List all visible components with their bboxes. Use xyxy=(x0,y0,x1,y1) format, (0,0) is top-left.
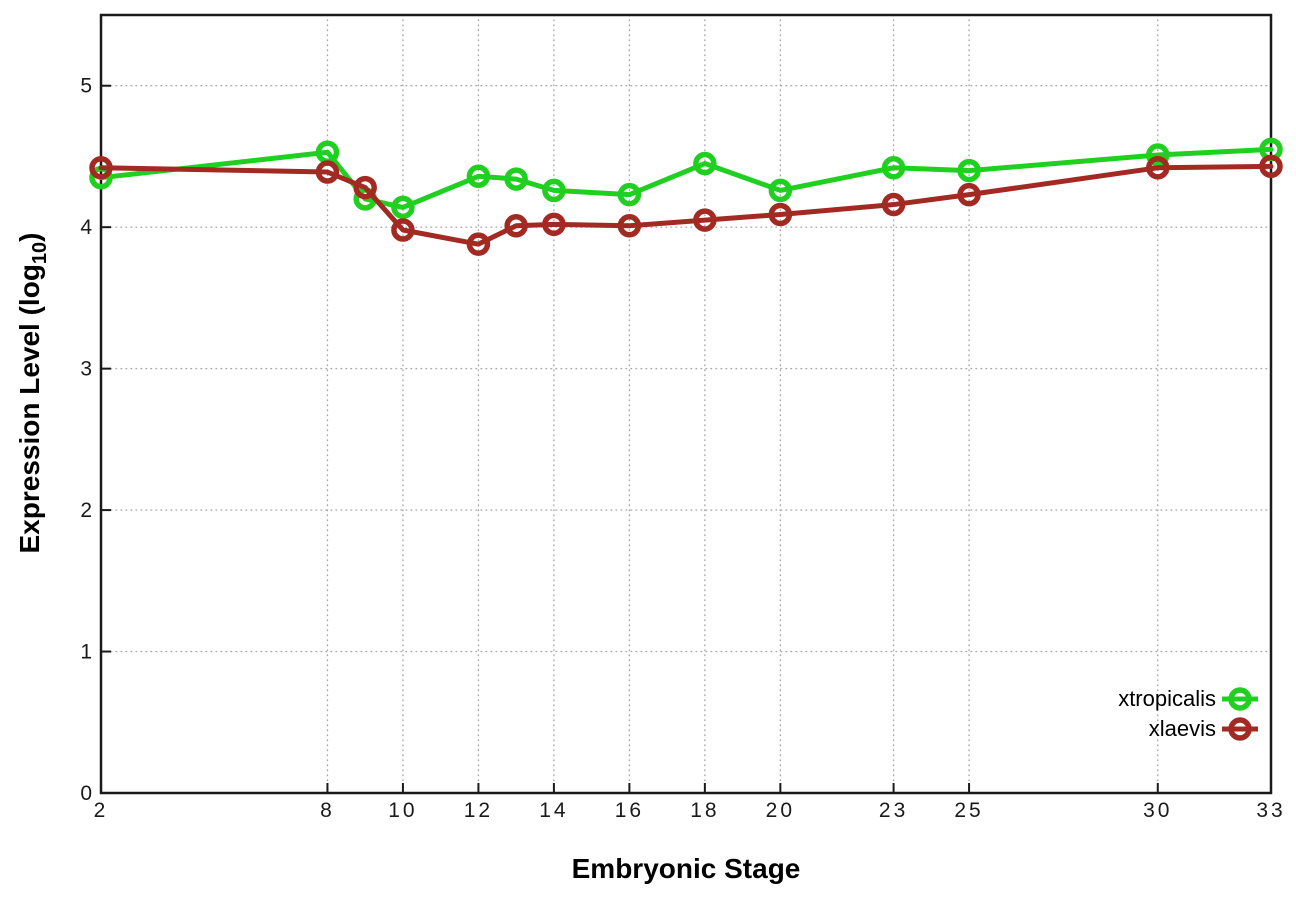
series-marker-xtropicalis xyxy=(466,164,491,189)
x-tick-label: 18 xyxy=(690,799,719,822)
x-tick-label: 25 xyxy=(954,799,983,822)
legend-marker-xlaevis xyxy=(1228,717,1252,741)
series-marker-xlaevis xyxy=(353,175,377,200)
series-marker-xlaevis xyxy=(693,208,717,232)
series-marker-xlaevis xyxy=(542,212,566,237)
series-marker-xlaevis xyxy=(504,214,528,238)
series-marker-xlaevis xyxy=(89,156,113,180)
x-tick-label: 8 xyxy=(320,799,335,822)
x-tick-label: 33 xyxy=(1256,799,1285,822)
x-tick-label: 10 xyxy=(388,799,417,822)
x-tick-label: 12 xyxy=(464,799,493,822)
series-marker-xlaevis xyxy=(768,202,793,227)
series-marker-xlaevis xyxy=(315,160,340,184)
series-marker-xtropicalis xyxy=(693,151,717,176)
series-marker-xtropicalis xyxy=(768,178,793,203)
plot-border xyxy=(99,13,1273,795)
x-tick-label: 23 xyxy=(879,799,908,822)
series-marker-xtropicalis xyxy=(1146,143,1170,167)
series-marker-xlaevis xyxy=(881,192,906,217)
series-marker-xlaevis xyxy=(1146,156,1170,180)
y-tick-label: 2 xyxy=(80,499,92,522)
series-line-xlaevis xyxy=(98,163,1274,247)
series-marker-xtropicalis xyxy=(504,167,528,191)
x-tick-label: 30 xyxy=(1143,799,1172,822)
legend-label-xtropicalis: xtropicalis xyxy=(1118,686,1216,711)
legend-label-xlaevis: xlaevis xyxy=(1149,716,1216,741)
series-marker-xtropicalis xyxy=(957,158,981,183)
y-tick-label: 0 xyxy=(80,782,92,805)
x-tick-label: 16 xyxy=(615,799,644,822)
series-marker-xtropicalis xyxy=(391,195,415,220)
series-marker-xlaevis xyxy=(1259,154,1283,179)
series-marker-xtropicalis xyxy=(881,156,906,180)
legend-marker-xtropicalis xyxy=(1228,687,1252,711)
series-marker-xtropicalis xyxy=(617,182,642,207)
x-tick-label: 14 xyxy=(539,799,568,822)
x-axis-title: Embryonic Stage xyxy=(571,853,801,884)
series-marker-xlaevis xyxy=(466,232,491,256)
y-tick-label: 1 xyxy=(80,641,92,664)
series-marker-xlaevis xyxy=(617,214,642,238)
series-marker-xlaevis xyxy=(957,182,981,207)
y-tick-label: 4 xyxy=(80,216,92,239)
y-tick-label: 5 xyxy=(80,75,92,98)
x-tick-label: 20 xyxy=(766,799,795,822)
x-tick-label: 2 xyxy=(94,799,109,822)
series-marker-xlaevis xyxy=(391,218,415,242)
y-tick-label: 3 xyxy=(80,358,92,381)
series-marker-xtropicalis xyxy=(542,178,566,203)
